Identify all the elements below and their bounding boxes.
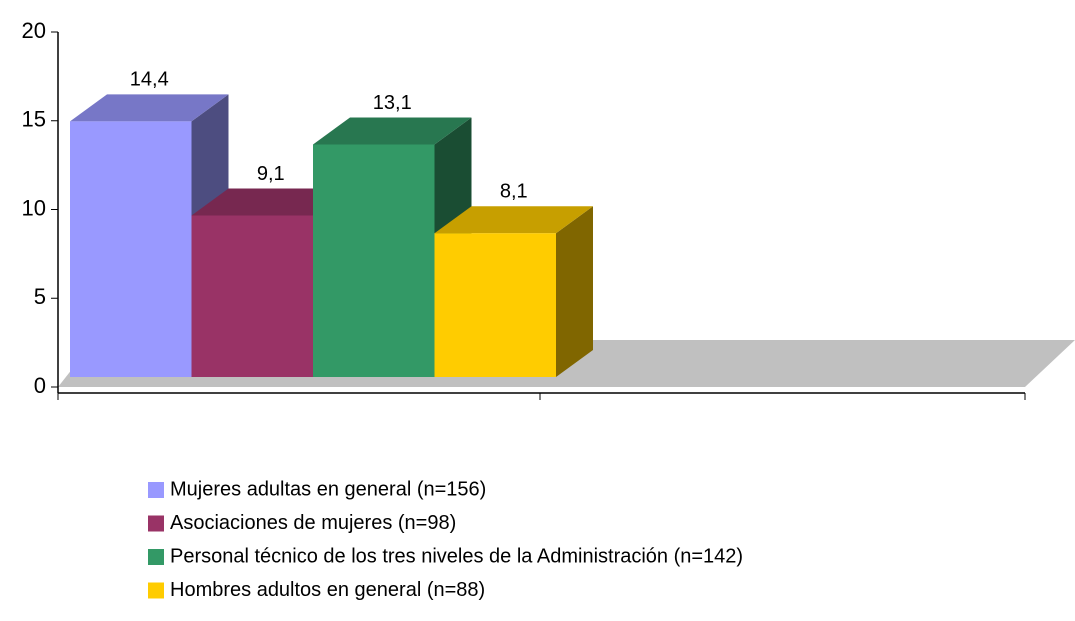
data-label: 9,1	[257, 163, 285, 185]
legend-label: Personal técnico de los tres niveles de …	[170, 545, 743, 567]
bar	[434, 233, 556, 377]
legend-swatch	[148, 549, 164, 565]
y-tick-label: 10	[22, 195, 46, 220]
bar-side	[556, 206, 593, 377]
bar	[191, 215, 313, 377]
y-tick-label: 15	[22, 107, 46, 132]
legend-swatch	[148, 482, 164, 498]
legend-swatch	[148, 515, 164, 532]
y-tick-label: 5	[34, 284, 46, 309]
bar-top	[313, 117, 472, 145]
legend-swatch	[148, 582, 164, 599]
data-label: 13,1	[373, 92, 412, 114]
legend-label: Mujeres adultas en general (n=156)	[170, 478, 486, 500]
data-label: 8,1	[500, 181, 528, 203]
bar	[313, 144, 435, 377]
data-label: 14,4	[130, 69, 169, 91]
bar	[70, 121, 192, 378]
legend-label: Asociaciones de mujeres (n=98)	[170, 512, 456, 534]
y-tick-label: 0	[34, 373, 46, 398]
y-tick-label: 20	[22, 18, 46, 43]
bar-top	[191, 188, 350, 216]
bar-top	[70, 94, 229, 122]
bar-top	[434, 206, 593, 234]
legend-label: Hombres adultos en general (n=88)	[170, 579, 485, 601]
